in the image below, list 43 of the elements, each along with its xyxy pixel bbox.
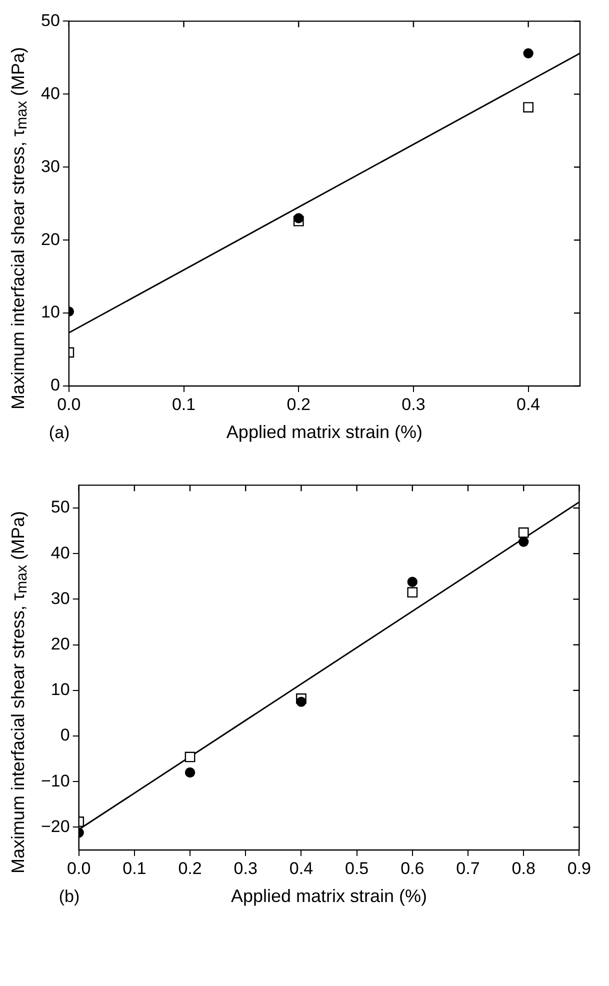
- x-axis-title: Applied matrix strain (%): [230, 886, 428, 906]
- x-tick-label: 0.1: [172, 394, 196, 414]
- y-tick-label: 20: [40, 230, 60, 249]
- y-tick-label: 0: [50, 376, 60, 395]
- y-tick-label: 30: [50, 588, 70, 608]
- point: [523, 102, 534, 112]
- point: [184, 767, 196, 778]
- y-tick-label: 10: [40, 302, 60, 322]
- x-tick-label: 0.5: [344, 858, 369, 878]
- point: [407, 576, 418, 587]
- y-tick-label: −10: [40, 771, 70, 790]
- y-tick-label: 0: [60, 726, 70, 745]
- x-tick-label: 0.3: [402, 394, 426, 414]
- x-axis-title: Applied matrix strain (%): [226, 422, 422, 442]
- text: (b): [58, 887, 80, 906]
- y-tick-label: 30: [40, 156, 60, 176]
- point: [518, 536, 529, 547]
- text: (a): [48, 423, 70, 442]
- point: [294, 213, 304, 224]
- y-tick-label: 50: [40, 10, 60, 30]
- x-tick-label: 0.2: [286, 394, 310, 414]
- x-tick-label: 0.4: [289, 858, 314, 878]
- x-tick-label: 0.2: [178, 858, 202, 878]
- x-tick-label: 0.1: [122, 858, 146, 878]
- x-tick-label: 0.6: [400, 858, 424, 878]
- point: [518, 527, 529, 538]
- y-tick-label: 50: [50, 498, 70, 517]
- x-tick-label: 0.8: [512, 858, 536, 878]
- point: [296, 696, 306, 707]
- y-tick-label: 40: [50, 543, 70, 562]
- point: [523, 48, 534, 58]
- x-tick-label: 0.0: [67, 858, 91, 878]
- y-tick-label: 10: [50, 680, 70, 700]
- x-tick-label: 0.7: [456, 858, 480, 878]
- x-tick-label: 0.4: [516, 394, 540, 414]
- x-tick-label: 0.0: [57, 394, 81, 414]
- point: [407, 587, 418, 598]
- y-tick-label: 20: [50, 634, 70, 654]
- point: [184, 752, 196, 762]
- x-tick-label: 0.9: [567, 858, 592, 878]
- x-tick-label: 0.3: [234, 858, 258, 878]
- y-tick-label: 40: [40, 84, 60, 103]
- y-tick-label: −20: [40, 816, 70, 836]
